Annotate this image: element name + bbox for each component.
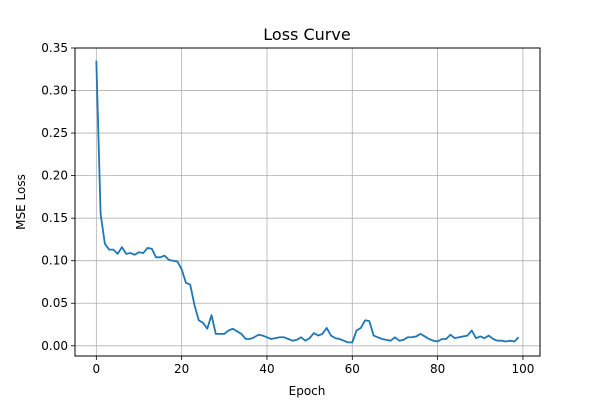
y-tick-label: 0.15 [41,211,68,225]
x-tick-label: 20 [174,362,189,376]
x-tick-label: 0 [93,362,101,376]
x-tick-label: 100 [511,362,534,376]
x-tick-label: 40 [259,362,274,376]
loss-series-line [95,60,520,344]
x-axis-label: Epoch [289,384,326,398]
chart-title: Loss Curve [263,25,350,44]
y-tick-label: 0.20 [41,169,68,183]
y-tick-label: 0.00 [41,339,68,353]
y-axis-label: MSE Loss [14,174,28,230]
y-tick-label: 0.10 [41,254,68,268]
y-tick-label: 0.05 [41,296,68,310]
x-tick-label: 80 [430,362,445,376]
plot-area-frame [74,47,541,357]
y-tick-label: 0.30 [41,84,68,98]
series-layer [95,60,520,344]
y-tick-label: 0.35 [41,41,68,55]
x-tick-label: 60 [345,362,360,376]
y-tick-label: 0.25 [41,126,68,140]
tick-layer: 0 20 40 60 80 100 0.00 0.05 0.10 0.15 0.20 0.25 0.30… [41,41,534,376]
